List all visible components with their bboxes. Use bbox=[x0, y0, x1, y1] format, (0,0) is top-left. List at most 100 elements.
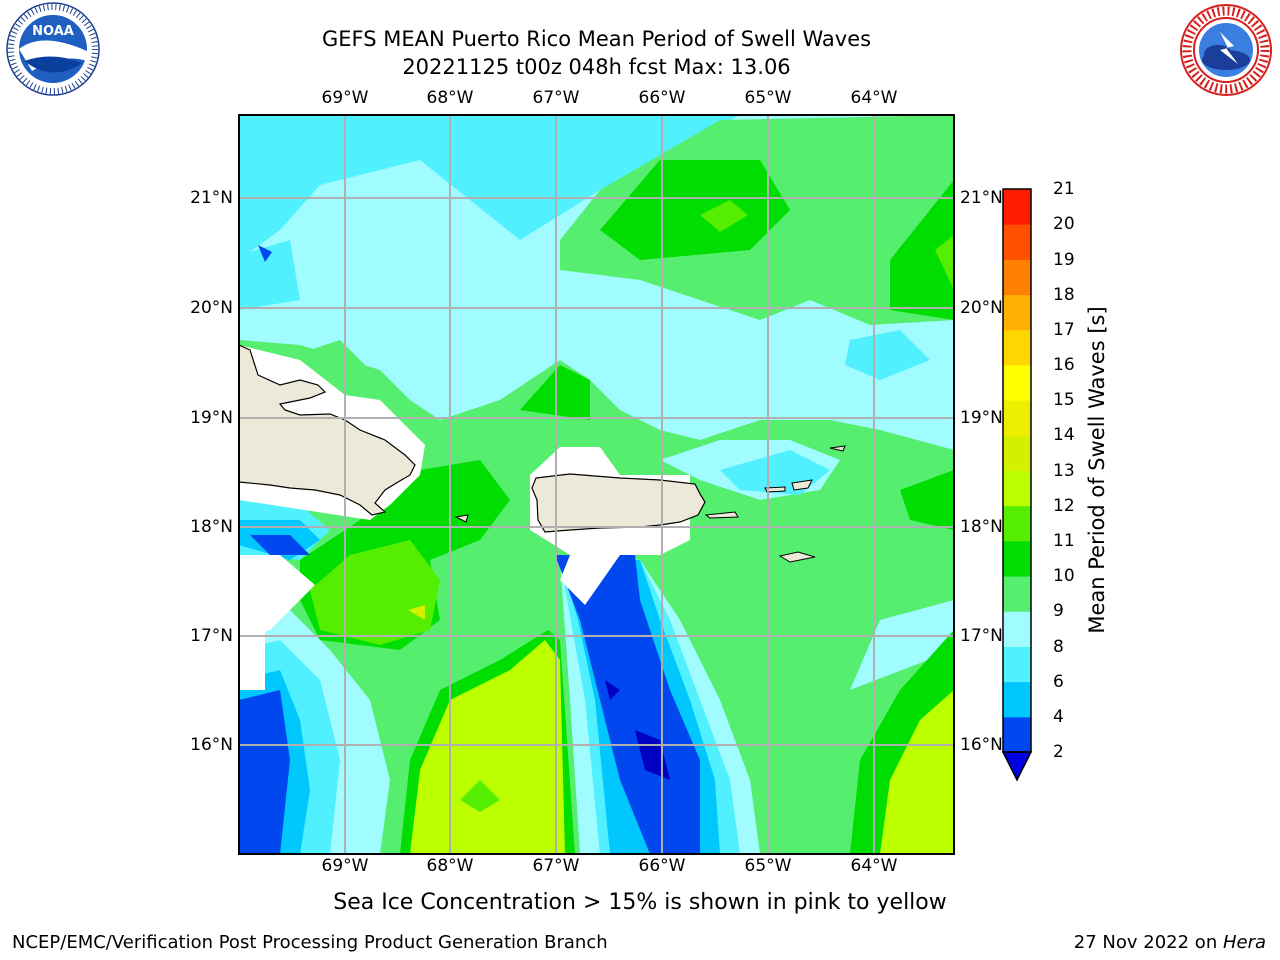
colorbar-tick: 4 bbox=[1053, 707, 1064, 727]
noaa-logo: NOAA bbox=[6, 2, 100, 96]
missing-zone-west bbox=[239, 555, 315, 640]
land-hispaniola bbox=[239, 344, 416, 516]
colorbar-segment bbox=[1003, 189, 1031, 225]
lon-label-bottom-65w: 65°W bbox=[744, 856, 792, 876]
colorbar-under-arrow bbox=[1001, 751, 1033, 782]
colorbar-tick: 13 bbox=[1053, 461, 1075, 481]
lon-label-bottom-68w: 68°W bbox=[426, 856, 474, 876]
lon-label-bottom-69w: 69°W bbox=[321, 856, 369, 876]
field-lime-se bbox=[880, 690, 954, 854]
field-cyan-ne-patch bbox=[845, 330, 930, 380]
lat-label-right-20n: 20°N bbox=[960, 298, 1003, 318]
colorbar-segment bbox=[1003, 259, 1031, 296]
lat-label-right-17n: 17°N bbox=[960, 626, 1003, 646]
svg-text:NOAA: NOAA bbox=[32, 24, 74, 39]
lat-label-left-16n: 16°N bbox=[190, 735, 233, 755]
field-lime-east bbox=[935, 235, 954, 290]
colorbar-segment bbox=[1003, 470, 1031, 507]
colorbar-tick: 18 bbox=[1053, 285, 1075, 305]
colorbar-tick: 10 bbox=[1053, 566, 1075, 586]
lon-label-top-67w: 67°W bbox=[532, 88, 580, 108]
lat-label-left-18n: 18°N bbox=[190, 517, 233, 537]
field-lime-sw bbox=[310, 540, 440, 645]
colorbar-segment bbox=[1003, 400, 1031, 436]
colorbar-segment bbox=[1003, 540, 1031, 577]
lat-label-left-17n: 17°N bbox=[190, 626, 233, 646]
colorbar-segment bbox=[1003, 505, 1031, 542]
colorbar-label: Mean Period of Swell Waves [s] bbox=[1085, 306, 1109, 634]
colorbar-tick: 16 bbox=[1053, 355, 1075, 375]
map-gridlines bbox=[239, 115, 954, 854]
field-cyan-north bbox=[239, 115, 740, 260]
footer-date-text: 27 Nov 2022 on bbox=[1073, 932, 1223, 953]
lat-label-left-21n: 21°N bbox=[190, 188, 233, 208]
colorbar-segment bbox=[1003, 364, 1031, 401]
lon-label-top-68w: 68°W bbox=[426, 88, 474, 108]
colorbar-tick: 8 bbox=[1053, 637, 1064, 657]
chart-title: GEFS MEAN Puerto Rico Mean Period of Swe… bbox=[321, 27, 872, 51]
lon-label-top-69w: 69°W bbox=[321, 88, 369, 108]
colorbar bbox=[1003, 189, 1031, 753]
footer-host: Hera bbox=[1222, 932, 1266, 953]
colorbar-tick: 20 bbox=[1053, 214, 1075, 234]
colorbar-segment bbox=[1003, 224, 1031, 260]
colorbar-segment bbox=[1003, 681, 1031, 718]
field-lime-ne bbox=[700, 200, 748, 232]
colorbar-tick: 6 bbox=[1053, 672, 1064, 692]
field-green-east bbox=[890, 180, 954, 320]
lon-label-top-64w: 64°W bbox=[850, 88, 898, 108]
colorbar-tick: 2 bbox=[1053, 742, 1064, 762]
lat-label-right-19n: 19°N bbox=[960, 408, 1003, 428]
colorbar-segment bbox=[1003, 294, 1031, 331]
colorbar-tick: 21 bbox=[1053, 179, 1075, 199]
colorbar-tick: 9 bbox=[1053, 601, 1064, 621]
land-virgin-islands-1 bbox=[764, 486, 786, 493]
colorbar-segment bbox=[1003, 716, 1031, 753]
lon-label-bottom-64w: 64°W bbox=[850, 856, 898, 876]
colorbar-segment bbox=[1003, 435, 1031, 471]
swell-period-field bbox=[239, 115, 954, 854]
colorbar-tick: 15 bbox=[1053, 390, 1075, 410]
field-lime-spot bbox=[460, 780, 500, 812]
land-st-croix bbox=[778, 551, 816, 563]
lat-label-right-21n: 21°N bbox=[960, 188, 1003, 208]
colorbar-segment bbox=[1003, 646, 1031, 683]
footer-date: 27 Nov 2022 on Hera bbox=[1074, 932, 1266, 953]
lon-label-bottom-66w: 66°W bbox=[638, 856, 686, 876]
sea-ice-note: Sea Ice Concentration > 15% is shown in … bbox=[0, 890, 1280, 915]
land-virgin-islands-2 bbox=[791, 479, 813, 491]
land-mona bbox=[454, 514, 469, 523]
lon-label-top-65w: 65°W bbox=[744, 88, 792, 108]
lat-label-left-20n: 20°N bbox=[190, 298, 233, 318]
field-blue-sw bbox=[239, 690, 290, 854]
map-frame bbox=[238, 114, 955, 855]
colorbar-tick: 11 bbox=[1053, 531, 1075, 551]
colorbar-segment bbox=[1003, 329, 1031, 366]
colorbar-frame bbox=[1002, 188, 1032, 753]
colorbar-segment bbox=[1003, 611, 1031, 647]
field-lime-south bbox=[410, 640, 565, 854]
field-green-dark-ne bbox=[600, 160, 790, 260]
footer-credit: NCEP/EMC/Verification Post Processing Pr… bbox=[12, 932, 608, 953]
colorbar-tick: 17 bbox=[1053, 320, 1075, 340]
lon-label-bottom-67w: 67°W bbox=[532, 856, 580, 876]
lat-label-right-16n: 16°N bbox=[960, 735, 1003, 755]
lat-label-right-18n: 18°N bbox=[960, 517, 1003, 537]
colorbar-tick: 12 bbox=[1053, 496, 1075, 516]
field-darkgreen-east bbox=[900, 470, 954, 530]
lon-label-top-66w: 66°W bbox=[638, 88, 686, 108]
field-cyan-northwest bbox=[239, 240, 300, 310]
colorbar-tick: 14 bbox=[1053, 425, 1075, 445]
sea-ice-note-text: Sea Ice Concentration > 15% is shown in … bbox=[333, 890, 947, 915]
land-anguilla bbox=[829, 445, 846, 452]
field-blue-sc bbox=[555, 555, 700, 854]
chart-subtitle: 20221125 t00z 048h fcst Max: 13.06 bbox=[402, 55, 791, 79]
colorbar-segment bbox=[1003, 576, 1031, 612]
missing-zone-west2 bbox=[239, 630, 265, 690]
land-vieques bbox=[704, 511, 739, 519]
field-blue-spot bbox=[258, 245, 272, 262]
lat-label-left-19n: 19°N bbox=[190, 408, 233, 428]
field-navy-spot bbox=[605, 680, 620, 700]
